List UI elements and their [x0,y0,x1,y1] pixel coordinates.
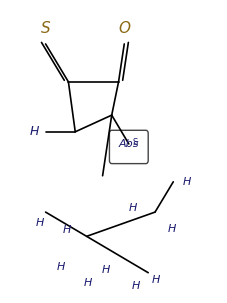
Text: S: S [41,21,50,36]
Text: H: H [83,278,91,288]
Text: H: H [36,218,44,228]
Text: H: H [151,275,160,285]
Text: H: H [63,225,71,235]
Text: O: O [118,21,130,36]
Text: H: H [182,177,190,187]
Text: H: H [167,224,175,234]
Text: H: H [129,202,137,213]
Text: H: H [56,261,64,272]
Text: H: H [101,265,110,275]
Text: H: H [131,281,139,291]
Text: Abs: Abs [118,139,138,149]
FancyBboxPatch shape [109,130,148,164]
Text: H: H [29,125,39,138]
Text: S: S [132,138,137,147]
